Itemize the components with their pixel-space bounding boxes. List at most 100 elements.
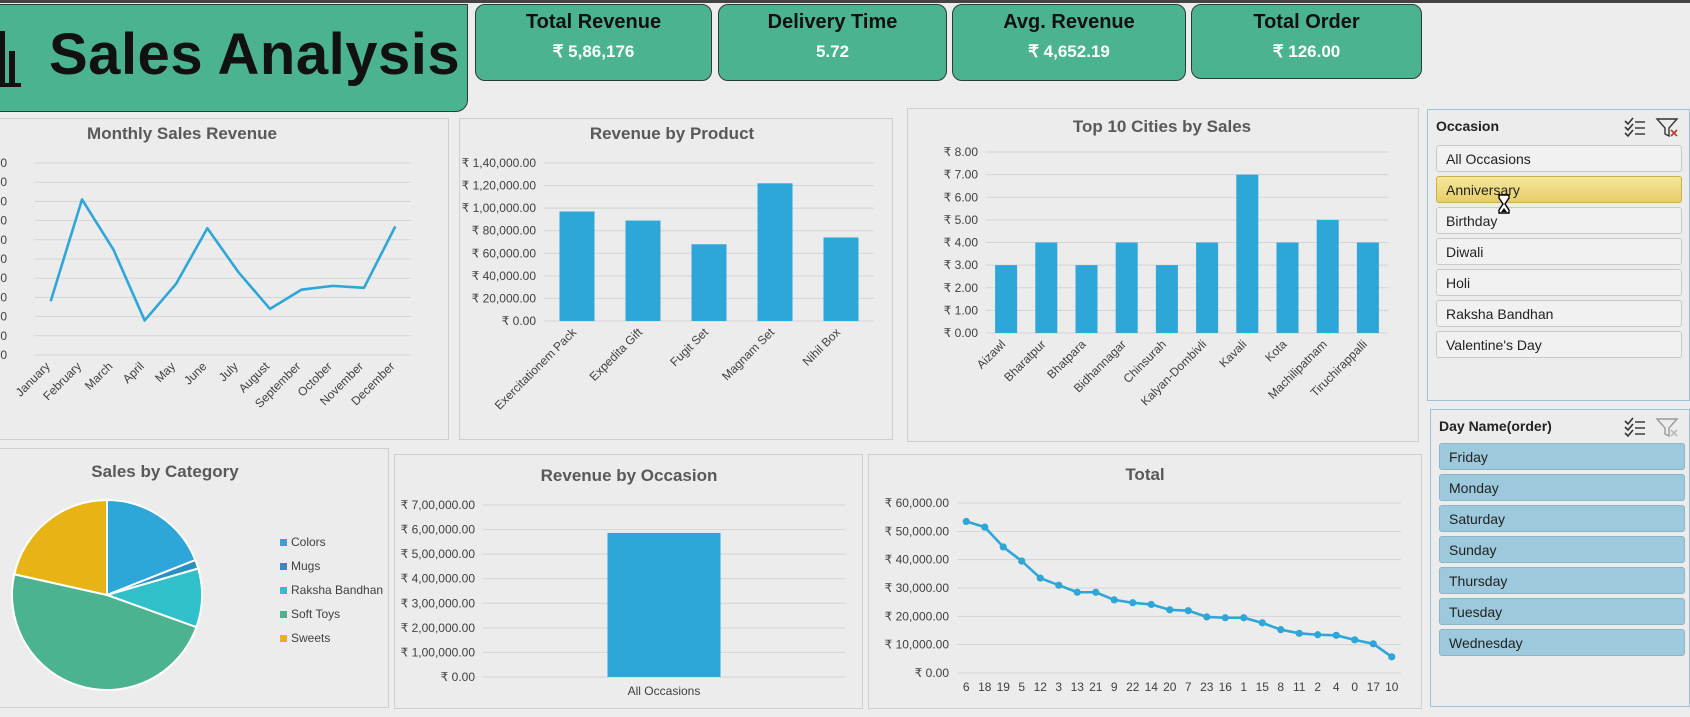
slicer-item-saturday[interactable]: Saturday	[1439, 505, 1685, 532]
y-tick-label: 00	[0, 194, 7, 208]
revenue-by-product-chart[interactable]: Revenue by Product ₹ 0.00 ₹ 20,000.00 ₹ 40,…	[459, 118, 893, 440]
revenue-by-product-svg: Revenue by Product ₹ 0.00 ₹ 20,000.00 ₹ 40,…	[462, 124, 874, 412]
y-tick-label: ₹ 0.00	[441, 670, 476, 684]
kpi-delivery-time: Delivery Time 5.72	[718, 4, 947, 81]
bar-chart-icon	[0, 31, 21, 87]
x-tick-label: 21	[1089, 680, 1103, 694]
legend-label: Sweets	[291, 631, 330, 645]
slicer-item-thursday[interactable]: Thursday	[1439, 567, 1685, 594]
x-tick-label: 15	[1256, 680, 1270, 694]
occasion-slicer-title: Occasion	[1436, 118, 1500, 134]
title-banner: Sales Analysis	[0, 4, 468, 112]
kpi-value: ₹ 5,86,176	[552, 42, 635, 61]
y-tick-label: ₹ 40,000.00	[885, 553, 950, 567]
y-tick-label: ₹ 0.00	[502, 314, 537, 328]
legend-label: Soft Toys	[291, 607, 340, 621]
series-line	[965, 520, 1393, 658]
y-tick-label: 00	[0, 329, 7, 343]
x-tick-label: 10	[1385, 680, 1399, 694]
data-point	[1295, 629, 1303, 637]
kpi-label: Total Revenue	[525, 11, 662, 33]
total-chart[interactable]: Total ₹ 0.00 ₹ 10,000.00 ₹ 20,000.00 ₹ 30,00…	[868, 454, 1422, 709]
x-tick-label: Expedita Gift	[587, 325, 646, 384]
y-tick-label: ₹ 4,00,000.00	[401, 572, 476, 586]
chart-title: Top 10 Cities by Sales	[1073, 117, 1251, 136]
chart-title: Revenue by Product	[590, 124, 755, 143]
legend-swatch	[280, 563, 287, 570]
data-point	[1332, 631, 1340, 639]
x-tick-label: All Occasions	[628, 684, 701, 698]
top-cities-chart[interactable]: Top 10 Cities by Sales ₹ 0.00 ₹ 1.00 ₹ 2.00…	[907, 108, 1419, 442]
x-tick-label: 9	[1111, 680, 1118, 694]
data-point	[1221, 614, 1229, 622]
y-tick-label: ₹ 1.00	[944, 303, 979, 317]
x-tick-label: July	[216, 359, 241, 384]
x-tick-label: Magnam Set	[719, 325, 777, 383]
day-name-slicer: Day Name(order) Friday Monday Saturday S…	[1430, 409, 1690, 707]
revenue-by-occasion-chart[interactable]: Revenue by Occasion ₹ 0.00 ₹ 1,00,000.00 ₹ …	[394, 454, 863, 709]
y-tick-label: ₹ 1,40,000.00	[462, 156, 537, 170]
x-tick-label: 3	[1055, 680, 1062, 694]
slicer-item-valentines-day[interactable]: Valentine's Day	[1436, 331, 1682, 358]
sales-by-category-chart[interactable]: Sales by Category Colors Mugs Raksha Bandha…	[0, 448, 389, 708]
kpi-value: ₹ 4,652.19	[1028, 42, 1110, 61]
slicer-item-anniversary[interactable]: Anniversary	[1436, 176, 1682, 203]
kpi-total-revenue: Total Revenue ₹ 5,86,176	[475, 4, 712, 81]
y-tick-label: ₹ 1,00,000.00	[401, 645, 476, 659]
kpi-label: Avg. Revenue	[1003, 11, 1135, 33]
slicer-item-monday[interactable]: Monday	[1439, 474, 1685, 501]
y-tick-label: ₹ 8.00	[944, 145, 979, 159]
y-tick-label: ₹ 5,00,000.00	[401, 547, 476, 561]
kpi-total-order: Total Order ₹ 126.00	[1191, 4, 1422, 79]
x-tick-label: Kota	[1262, 337, 1290, 365]
monthly-sales-chart[interactable]: Monthly Sales Revenue 00 00 00 00 00 00 00 00 00 0…	[0, 118, 449, 440]
clear-filter-icon[interactable]	[1655, 418, 1679, 438]
clear-filter-icon[interactable]	[1655, 118, 1679, 138]
bar	[691, 244, 727, 321]
y-tick-label: ₹ 80,000.00	[472, 224, 537, 238]
x-tick-label: 16	[1219, 680, 1233, 694]
slicer-item-raksha-bandhan[interactable]: Raksha Bandhan	[1436, 300, 1682, 327]
y-tick-label: ₹ 60,000.00	[472, 246, 537, 260]
slicer-item-birthday[interactable]: Birthday	[1436, 207, 1682, 234]
kpi-value: ₹ 126.00	[1272, 42, 1341, 61]
legend-swatch	[280, 539, 287, 546]
x-tick-label: Aizawl	[974, 337, 1008, 371]
y-tick-label: 00	[0, 214, 7, 228]
slicer-item-friday[interactable]: Friday	[1439, 443, 1685, 470]
y-tick-label: ₹ 0.00	[915, 666, 950, 680]
y-tick-label: 00	[0, 233, 7, 247]
busy-cursor-icon	[1498, 194, 1510, 214]
slicer-item-holi[interactable]: Holi	[1436, 269, 1682, 296]
bar	[1035, 242, 1058, 333]
x-tick-label: Kavali	[1216, 337, 1249, 370]
top-border	[0, 0, 1690, 3]
multi-select-icon[interactable]	[1624, 417, 1645, 438]
data-point	[1184, 607, 1192, 615]
slicer-item-wednesday[interactable]: Wednesday	[1439, 629, 1685, 656]
x-tick-label: 8	[1277, 680, 1284, 694]
data-point	[1147, 600, 1155, 609]
bar	[1276, 242, 1299, 333]
bar	[1155, 265, 1178, 333]
slicer-item-tuesday[interactable]: Tuesday	[1439, 598, 1685, 625]
y-tick-label: ₹ 3,00,000.00	[401, 596, 476, 610]
slicer-item-diwali[interactable]: Diwali	[1436, 238, 1682, 265]
multi-select-icon[interactable]	[1624, 117, 1645, 138]
page-title: Sales Analysis	[49, 22, 461, 87]
slicer-item-all-occasions[interactable]: All Occasions	[1436, 145, 1682, 172]
kpi-label: Delivery Time	[767, 11, 898, 33]
y-tick-label: ₹ 1,20,000.00	[462, 179, 537, 193]
slicer-item-sunday[interactable]: Sunday	[1439, 536, 1685, 563]
legend-swatch	[280, 611, 287, 618]
data-point	[1388, 653, 1396, 661]
kpi-value: 5.72	[815, 42, 850, 61]
bar	[757, 183, 793, 321]
monthly-sales-svg: Monthly Sales Revenue 00 00 00 00 00 00 00 00 00 0…	[0, 124, 411, 411]
x-tick-label: 18	[978, 680, 992, 694]
x-tick-label: Bharatpur	[1001, 337, 1048, 384]
y-tick-label: ₹ 3.00	[944, 258, 979, 272]
pie-slice	[13, 498, 108, 597]
data-point	[1055, 581, 1063, 589]
slicer-icons	[1624, 417, 1679, 438]
